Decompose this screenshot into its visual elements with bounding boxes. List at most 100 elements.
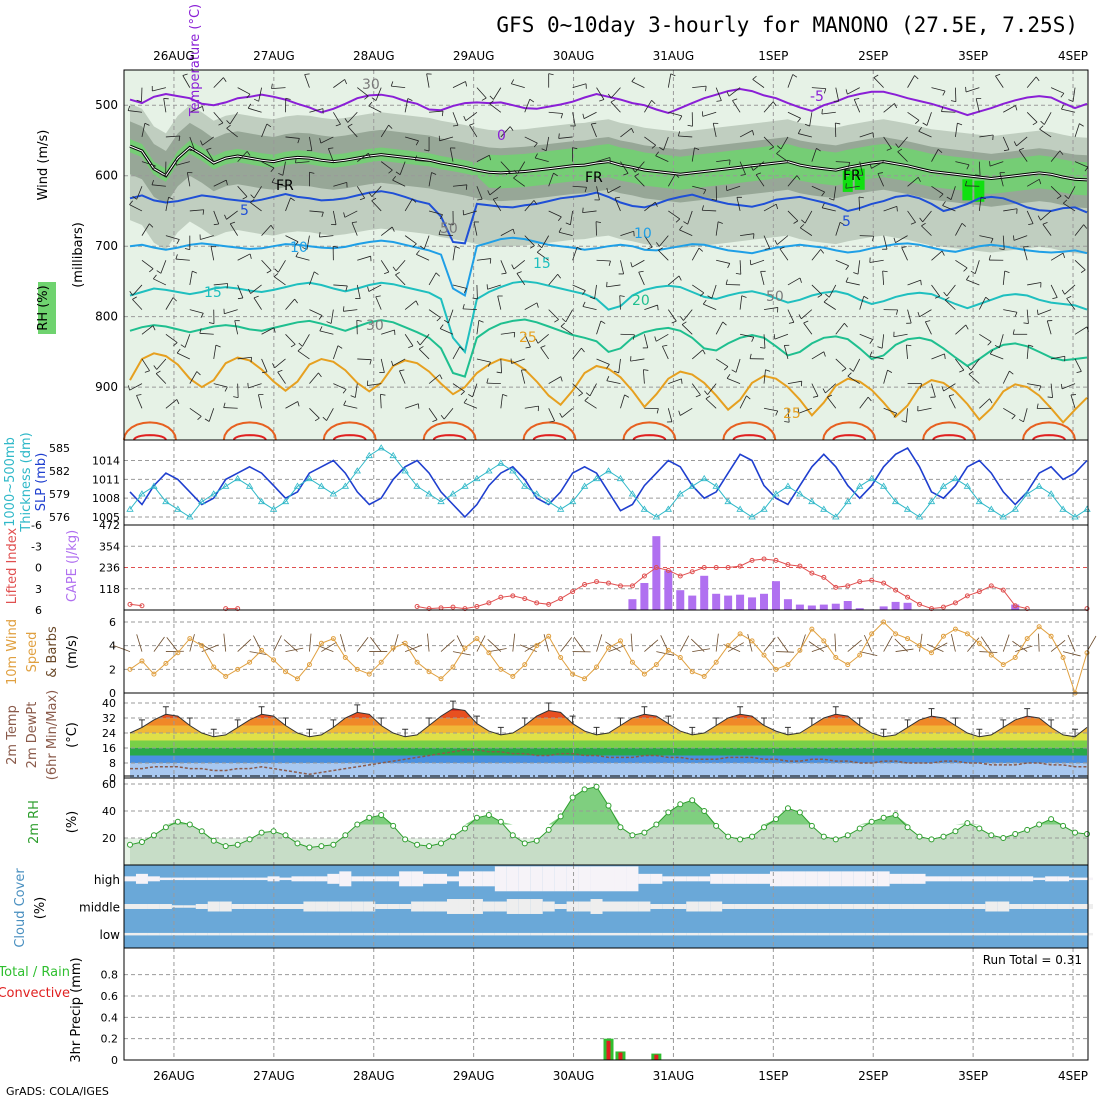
wind-barb bbox=[517, 161, 526, 174]
wind-barb bbox=[811, 87, 826, 89]
wind-barb bbox=[176, 352, 190, 360]
wind-barb bbox=[931, 250, 943, 261]
wind-barb-flag bbox=[493, 197, 499, 200]
wind-barb-flag bbox=[343, 400, 347, 406]
wind-barb-flag bbox=[295, 157, 297, 163]
thickness-point bbox=[1011, 505, 1019, 512]
cloud-clear-high bbox=[746, 873, 759, 884]
wind-barb-flag bbox=[536, 248, 542, 253]
wind-barb bbox=[752, 79, 765, 88]
wind-barb bbox=[821, 111, 836, 115]
wind-barb bbox=[548, 111, 563, 114]
wind-barb-flag bbox=[578, 393, 583, 397]
thickness-tick: 582 bbox=[49, 465, 70, 478]
wind-speed-point bbox=[163, 660, 169, 666]
wind-barb bbox=[979, 333, 992, 343]
cloud-clear-high bbox=[949, 876, 962, 882]
wind-barb bbox=[462, 308, 477, 311]
wind-speed-point bbox=[474, 636, 480, 642]
wind-barb bbox=[726, 378, 741, 384]
wind-barb-flag bbox=[230, 221, 236, 225]
wind-barb-flag bbox=[656, 408, 659, 414]
wind-barb bbox=[419, 334, 430, 346]
isotherm-loop bbox=[222, 421, 277, 441]
wind-barb-flag bbox=[1028, 344, 1034, 347]
wind-barb-flag bbox=[651, 144, 656, 149]
thickness-point bbox=[1023, 490, 1031, 497]
wind-barb-flag bbox=[277, 369, 283, 373]
wind-barb-flag bbox=[751, 337, 755, 342]
wind-barb bbox=[476, 87, 487, 99]
wind-barb-flag bbox=[415, 300, 419, 306]
wind-barb bbox=[572, 347, 582, 360]
wind-speed-point bbox=[1012, 655, 1018, 660]
wind-barb bbox=[763, 203, 777, 212]
wind-barb-flag bbox=[197, 416, 202, 420]
wind-barb-flag bbox=[799, 224, 805, 229]
wind-speed-point bbox=[235, 666, 241, 672]
cloud-clear-high bbox=[219, 877, 232, 881]
wind-barb-flag bbox=[156, 270, 162, 274]
wind-speed-point bbox=[928, 650, 934, 656]
wind-barb-flag bbox=[127, 105, 131, 111]
wind-barb bbox=[572, 83, 587, 89]
wind-barb-flag bbox=[350, 395, 356, 398]
wind-barb-flag bbox=[144, 122, 150, 126]
cloud-clear-middle bbox=[698, 901, 711, 912]
wind-barb-flag bbox=[946, 196, 952, 200]
wind-barb-flag bbox=[917, 177, 921, 182]
wind-barb bbox=[828, 284, 837, 298]
cloud-clear-high bbox=[399, 871, 412, 887]
wind-barb bbox=[584, 400, 597, 409]
cloud-clear-middle bbox=[135, 904, 148, 909]
wind-barb-flag bbox=[675, 218, 681, 223]
wind-barb-flag bbox=[1037, 215, 1041, 221]
wind-barb bbox=[380, 226, 393, 236]
wind-barb-flag bbox=[841, 368, 847, 372]
rh-point bbox=[1012, 830, 1019, 837]
thickness-point bbox=[1035, 482, 1043, 489]
wind-barb bbox=[853, 358, 861, 372]
cape-bar bbox=[748, 597, 757, 610]
rh-point bbox=[366, 814, 373, 821]
temp-band bbox=[130, 725, 1087, 733]
wind-barb bbox=[638, 272, 645, 286]
date-tick-bottom: 31AUG bbox=[653, 1069, 695, 1083]
wind-barb-flag bbox=[1060, 93, 1065, 98]
wind-barb-flag bbox=[1052, 297, 1058, 300]
cloud-clear-low bbox=[399, 932, 412, 936]
wind-barb-flag bbox=[799, 277, 802, 283]
wind-barb bbox=[643, 369, 645, 384]
wind-barb bbox=[1051, 355, 1065, 360]
thickness-point bbox=[736, 505, 744, 512]
wind-speed-point bbox=[713, 659, 719, 665]
wind-barb-flag bbox=[1038, 385, 1042, 391]
wind-barb-flag bbox=[416, 340, 421, 346]
wind-speed-point bbox=[342, 655, 348, 660]
cloud-clear-middle bbox=[710, 901, 723, 912]
wind-barb bbox=[208, 408, 215, 422]
cloud-clear-middle bbox=[375, 904, 388, 909]
wind-barb bbox=[620, 230, 634, 236]
wind-barb bbox=[716, 259, 730, 264]
wind-barb-flag bbox=[344, 118, 349, 123]
cloud-clear-high bbox=[518, 866, 531, 892]
pressure-tick: 700 bbox=[95, 239, 118, 253]
rh-legend-swatch bbox=[38, 282, 56, 334]
cloud-clear-middle bbox=[518, 899, 531, 914]
wind-barb-flag bbox=[920, 383, 922, 389]
cloud-clear-low bbox=[805, 932, 818, 936]
wind-barb bbox=[895, 235, 908, 243]
wind-barb-flag bbox=[438, 229, 441, 235]
wind-barb bbox=[500, 358, 502, 373]
wind-barb bbox=[811, 284, 823, 295]
wind-barb-flag bbox=[582, 301, 586, 307]
cloud-row-label: middle bbox=[79, 901, 120, 915]
wind-speed-point bbox=[641, 671, 647, 677]
rh-point bbox=[856, 825, 863, 832]
wind-barb bbox=[261, 260, 272, 271]
wind-barb bbox=[931, 383, 936, 398]
wind-barb-flag bbox=[970, 270, 976, 275]
contour-label: 25 bbox=[783, 406, 801, 422]
